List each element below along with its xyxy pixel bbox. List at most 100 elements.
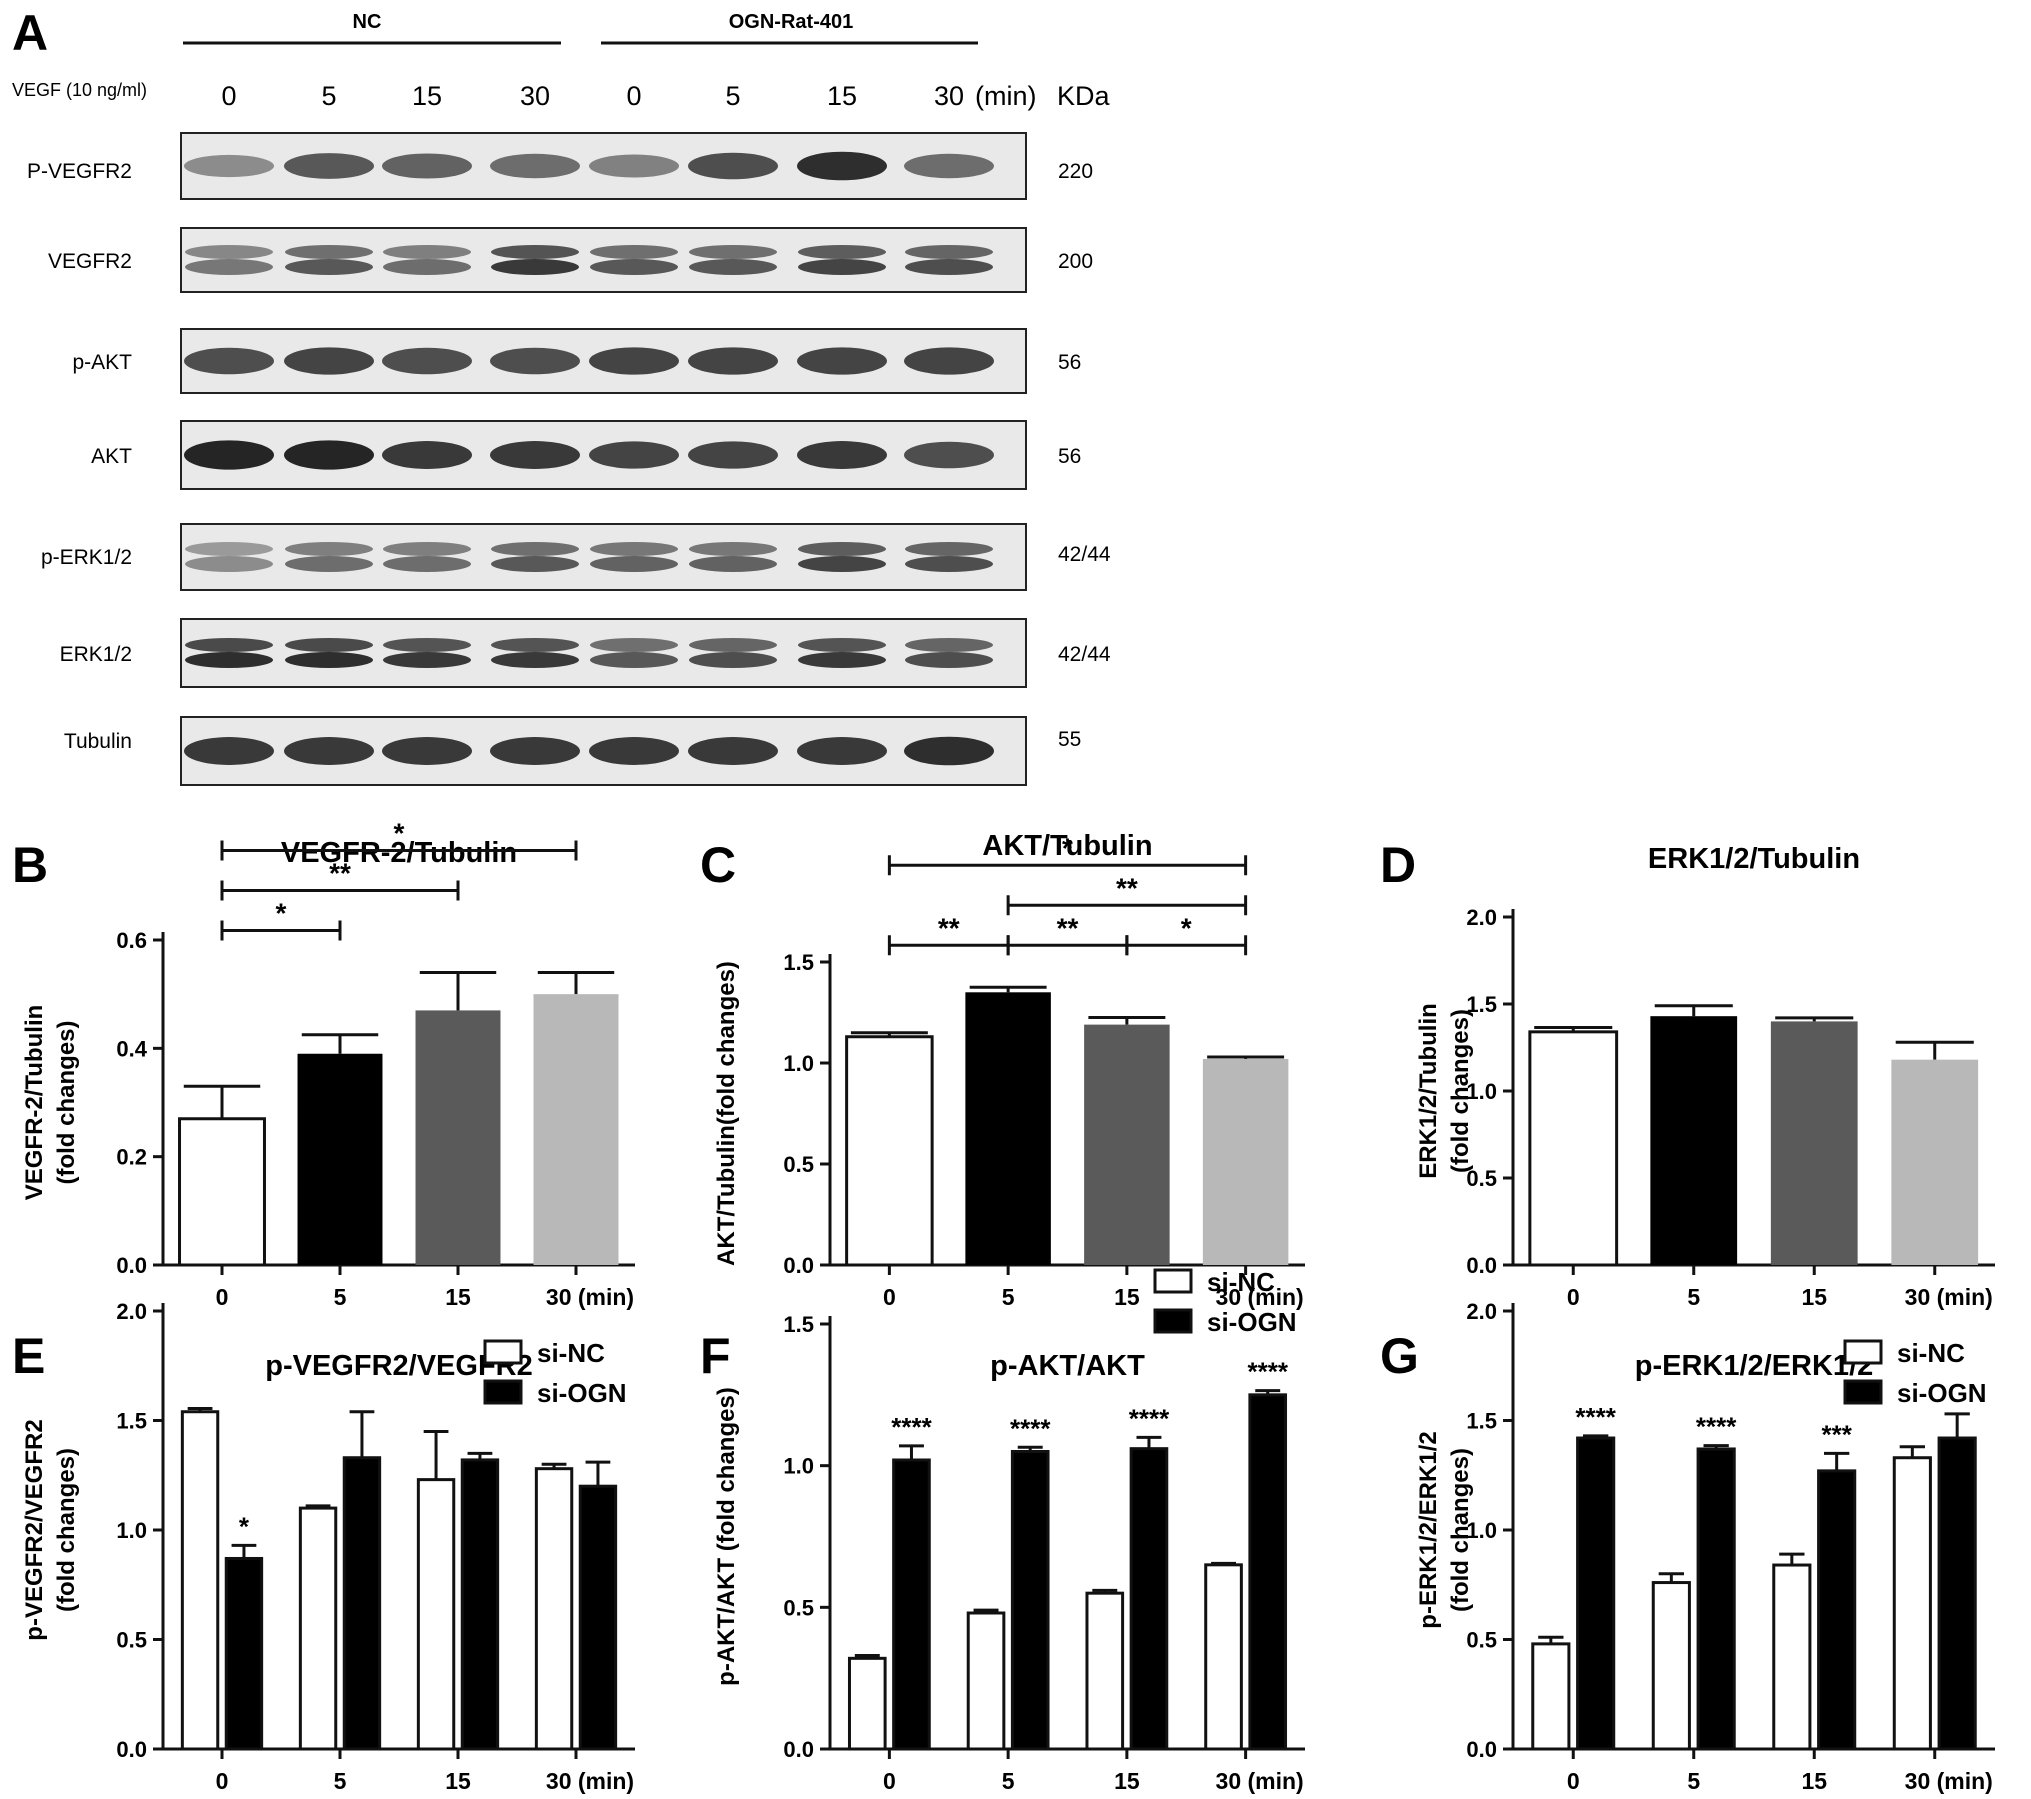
panel-letter: G [1380, 1328, 1419, 1384]
bar-si-ogn [578, 1484, 618, 1751]
panel-letter: B [12, 837, 48, 893]
significance-label: * [394, 818, 405, 849]
bar-si-nc [847, 1656, 887, 1751]
bar [415, 1010, 501, 1265]
min-label: (min) [975, 81, 1037, 111]
blot-band [689, 556, 777, 572]
lane-time-label: 30 [520, 81, 550, 111]
lane-time-label: 5 [321, 81, 336, 111]
blot-band [797, 441, 887, 469]
legend-item: si-NC [483, 1338, 605, 1368]
y-tick-label: 1.0 [116, 1518, 147, 1543]
blot-band [905, 542, 993, 556]
significance-bracket: * [887, 832, 1248, 876]
blot-band [382, 347, 472, 375]
blot-band [689, 638, 777, 652]
legend-swatch [1843, 1379, 1883, 1405]
blot-row-kda: 220 [1058, 160, 1093, 183]
panel-letter: E [12, 1328, 45, 1384]
y-axis-label: p-ERK1/2/ERK1/2 [1415, 1431, 1442, 1628]
legend-swatch [483, 1339, 523, 1365]
blot-band [285, 259, 373, 275]
y-tick-label: 0.4 [116, 1036, 147, 1061]
chart-title: VEGFR-2/Tubulin [281, 837, 517, 869]
blot-band [798, 638, 886, 652]
blot-band [284, 440, 374, 470]
significance-label: ** [1116, 872, 1138, 903]
y-tick-label: 0.2 [116, 1145, 147, 1170]
chart-title: p-ERK1/2/ERK1/2 [1635, 1350, 1874, 1382]
bar [178, 1117, 266, 1267]
y-tick-label: 2.0 [116, 1299, 147, 1324]
legend-item: si-NC [1153, 1267, 1275, 1297]
x-tick-label: 30 (min) [1905, 1768, 1993, 1794]
blot-band [797, 151, 887, 181]
blot-band [688, 347, 778, 375]
legend-label: si-NC [537, 1338, 605, 1368]
blot-row-kda: 42/44 [1058, 543, 1111, 566]
blot-band [184, 737, 274, 765]
blot-band [590, 245, 678, 259]
blot-row-label: ERK1/2 [60, 643, 132, 666]
blot-band [491, 259, 579, 275]
group-label-ogn: OGN-Rat-401 [729, 11, 853, 33]
blot-row-kda: 42/44 [1058, 643, 1111, 666]
blot-band [688, 441, 778, 469]
x-tick-label: 15 [1114, 1284, 1140, 1310]
x-tick-label: 0 [216, 1768, 229, 1794]
blot-band [904, 347, 994, 375]
bar-si-ogn [1576, 1436, 1616, 1751]
y-axis-label: (fold changes) [53, 1020, 80, 1184]
blot-band [590, 556, 678, 572]
blot-row: ERK1/2 42/44 [60, 618, 1111, 688]
y-tick-label: 0.5 [783, 1152, 814, 1177]
lane-time-label: 30 [934, 81, 964, 111]
blot-band [285, 245, 373, 259]
x-tick-label: 5 [1002, 1768, 1015, 1794]
y-axis-label: AKT/Tubulin(fold changes) [713, 961, 740, 1266]
blot-band [798, 652, 886, 668]
blot-band [285, 556, 373, 572]
blot-row-kda: 200 [1058, 250, 1093, 273]
significance-label: ** [938, 912, 960, 943]
legend-label: si-NC [1207, 1267, 1275, 1297]
blot-band [590, 259, 678, 275]
bar-si-nc [1892, 1456, 1932, 1751]
blot-band [491, 556, 579, 572]
bar-si-nc [416, 1478, 456, 1751]
blot-band [383, 542, 471, 556]
y-axis-label: p-AKT/AKT (fold changes) [713, 1387, 740, 1686]
bar-si-ogn [342, 1456, 382, 1751]
blot-band [383, 652, 471, 668]
significance-label: **** [1575, 1402, 1616, 1432]
significance-bracket: * [220, 898, 342, 941]
bar [1528, 1030, 1619, 1267]
y-axis-label: p-VEGFR2/VEGFR2 [21, 1419, 48, 1640]
blot-row: AKT 56 [91, 420, 1081, 490]
significance-label: * [1062, 832, 1073, 863]
bar [1770, 1021, 1858, 1265]
panel-letter: C [700, 837, 736, 893]
y-tick-label: 1.5 [1466, 992, 1497, 1017]
x-tick-label: 30 (min) [546, 1768, 634, 1794]
blot-band [185, 638, 273, 652]
legend-label: si-OGN [537, 1378, 627, 1408]
blot-band [589, 441, 679, 469]
blot-band [490, 153, 580, 179]
blot-band [905, 259, 993, 275]
bar-si-nc [966, 1611, 1006, 1751]
y-tick-label: 0.5 [1466, 1628, 1497, 1653]
x-tick-label: 15 [1114, 1768, 1140, 1794]
bar-si-ogn [1010, 1450, 1050, 1751]
bar-si-nc [534, 1467, 574, 1751]
bar-si-ogn [1129, 1447, 1169, 1751]
lane-time-label: 5 [725, 81, 740, 111]
blot-band [382, 441, 472, 469]
blot-band [904, 736, 994, 766]
significance-label: ** [1057, 912, 1079, 943]
bar [1650, 1016, 1738, 1265]
blot-band [905, 652, 993, 668]
